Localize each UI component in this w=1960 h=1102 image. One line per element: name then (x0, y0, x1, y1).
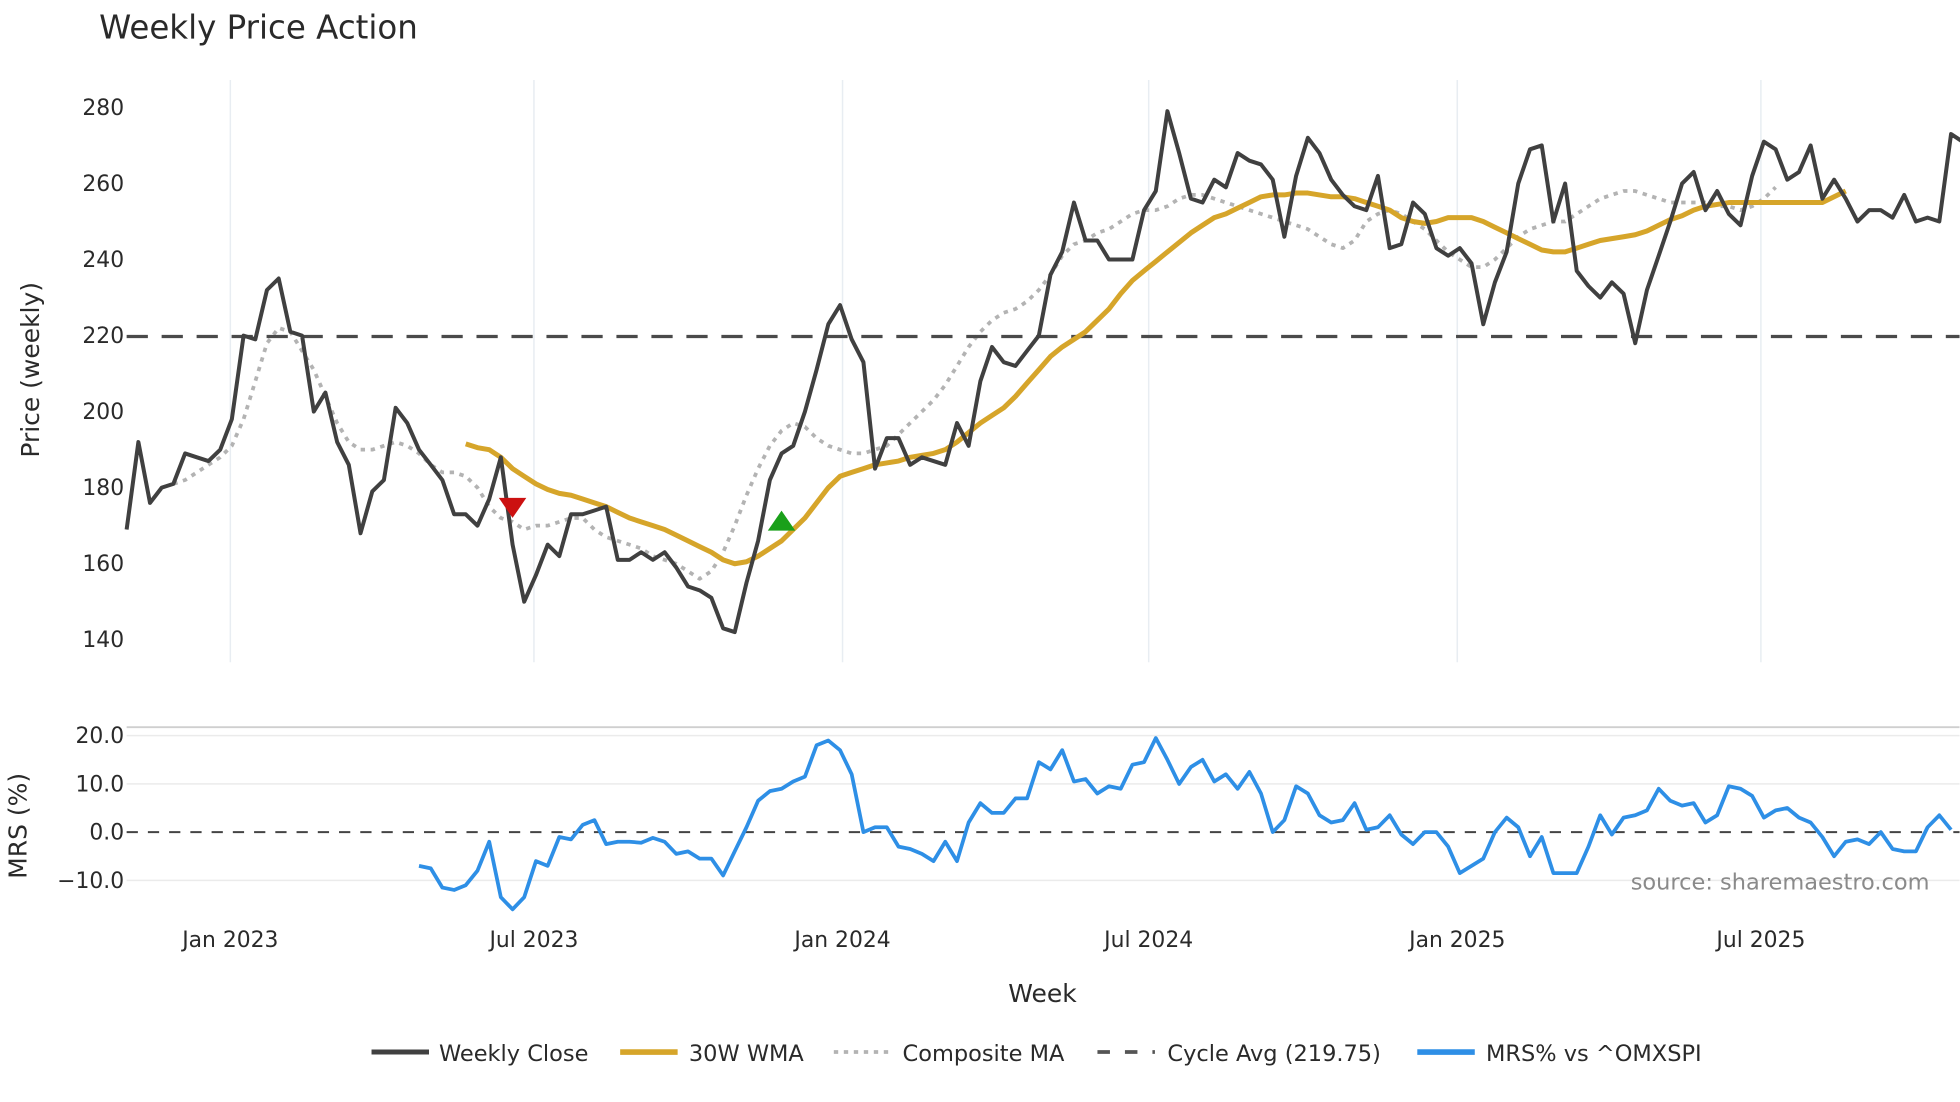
legend-label: 30W WMA (689, 1041, 805, 1067)
price-y-ticks: 140 160 180 200 220 240 260 280 (82, 96, 124, 653)
mrs-y-tick: 10.0 (75, 772, 124, 797)
x-tick-label: Jan 2023 (180, 928, 278, 953)
price-gridlines (229, 79, 1762, 663)
price-y-tick: 260 (82, 172, 124, 197)
x-tick-label: Jan 2025 (1407, 928, 1505, 953)
weekly-close-line (124, 109, 1960, 635)
legend-item[interactable]: Cycle Avg (219.75) (1097, 1041, 1381, 1067)
price-y-tick: 140 (82, 628, 124, 653)
legend-item[interactable]: Composite MA (833, 1041, 1065, 1067)
wma-30w-line (464, 188, 1847, 567)
source-annotation: source: sharemaestro.com (1631, 870, 1930, 896)
price-y-tick: 280 (82, 96, 124, 121)
legend-label: MRS% vs ^OMXSPI (1486, 1041, 1702, 1067)
mrs-y-tick: −10.0 (57, 869, 124, 894)
legend-label: Composite MA (903, 1041, 1065, 1067)
legend-item[interactable]: 30W WMA (620, 1041, 804, 1067)
legend-label: Cycle Avg (219.75) (1167, 1041, 1380, 1067)
x-axis-title: Week (1008, 979, 1077, 1008)
x-axis-ticks: Jan 2023 Jul 2023 Jan 2024 Jul 2024 Jan 2025… (180, 928, 1805, 953)
x-tick-label: Jul 2024 (1102, 928, 1193, 953)
x-tick-label: Jul 2025 (1714, 928, 1805, 953)
price-y-tick: 160 (82, 552, 124, 577)
series-layer (124, 109, 1960, 912)
legend-item[interactable]: MRS% vs ^OMXSPI (1417, 1041, 1702, 1067)
mrs-line (418, 736, 1953, 912)
legend: Weekly Close 30W WMA Composite MA Cycle Avg… (371, 1041, 1702, 1067)
mrs-y-tick: 20.0 (75, 724, 124, 749)
sell-signal-icon (498, 497, 527, 518)
x-tick-label: Jan 2024 (792, 928, 890, 953)
legend-label: Weekly Close (439, 1041, 588, 1067)
mrs-gridlines: 20.0 10.0 0.0 −10.0 (57, 724, 1960, 894)
x-tick-label: Jul 2023 (487, 928, 578, 953)
price-axis-title: Price (weekly) (16, 282, 45, 458)
chart-title: Weekly Price Action (99, 9, 418, 47)
buy-signal-icon (767, 510, 796, 531)
price-y-tick: 200 (82, 400, 124, 425)
price-y-tick: 180 (82, 476, 124, 501)
legend-item[interactable]: Weekly Close (371, 1041, 589, 1067)
price-y-tick: 240 (82, 248, 124, 273)
price-y-tick: 220 (82, 324, 124, 349)
mrs-axis-title: MRS (%) (4, 773, 33, 879)
mrs-y-tick: 0.0 (89, 821, 124, 846)
